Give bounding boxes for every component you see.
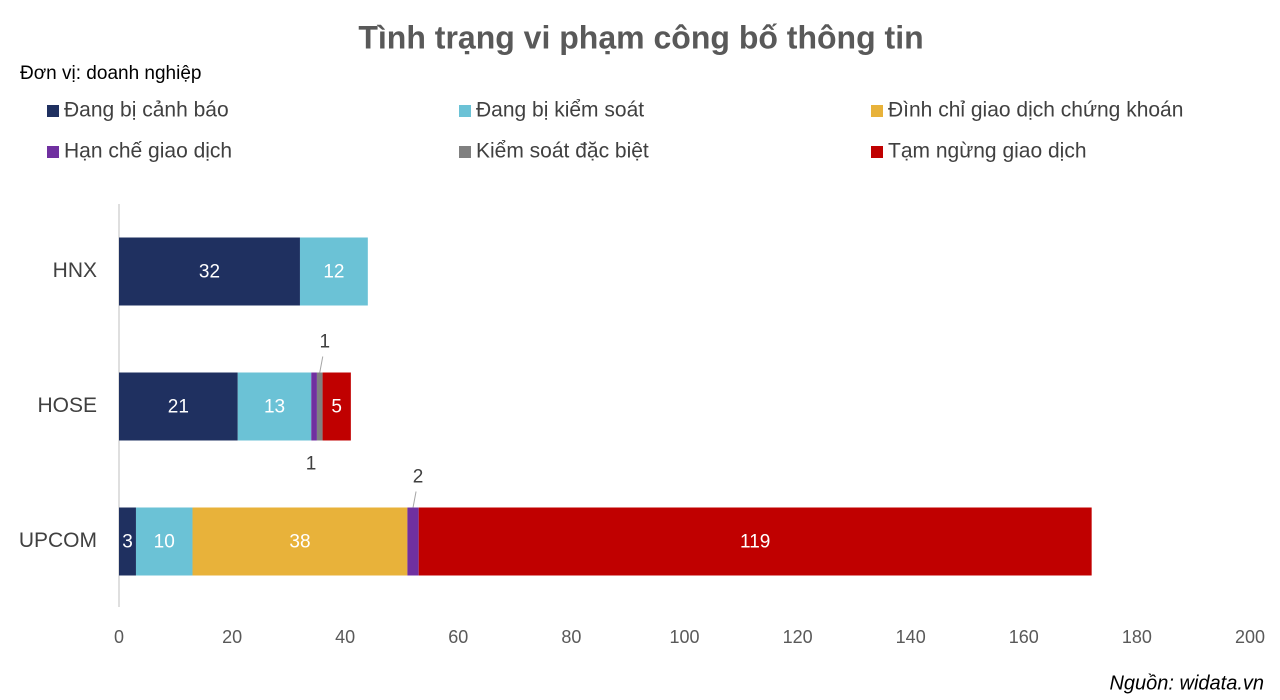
legend-swatch: [47, 105, 59, 117]
legend-label: Kiểm soát đặc biệt: [476, 140, 649, 163]
legend-swatch: [871, 105, 883, 117]
data-label: 10: [154, 532, 175, 553]
bar-segment: [119, 507, 136, 576]
bar-segment: [322, 372, 351, 441]
data-label: 38: [289, 532, 310, 553]
data-label: 12: [323, 262, 344, 283]
legend-swatch: [459, 105, 471, 117]
x-tick-label: 80: [561, 627, 581, 647]
legend-label: Đình chỉ giao dịch chứng khoán: [888, 99, 1183, 122]
legend-label: Đang bị cảnh báo: [64, 99, 229, 122]
bar-segment: [407, 507, 419, 576]
data-label: 5: [331, 397, 342, 418]
bar-segment: [311, 372, 317, 441]
source: Nguồn: widata.vn: [1109, 672, 1264, 694]
x-tick-label: 40: [335, 627, 355, 647]
bar-segment: [192, 507, 408, 576]
chart-title: Tình trạng vi phạm công bố thông tin: [358, 19, 923, 55]
x-tick-label: 60: [448, 627, 468, 647]
y-tick-label: UPCOM: [19, 529, 97, 552]
leader-line: [412, 491, 417, 508]
legend-label: Hạn chế giao dịch: [64, 140, 232, 163]
legend-swatch: [871, 146, 883, 158]
data-label: 21: [168, 397, 189, 418]
y-tick-label: HNX: [53, 259, 97, 282]
x-tick-label: 120: [783, 627, 813, 647]
leader-line: [319, 356, 324, 373]
legend-swatch: [459, 146, 471, 158]
x-tick-label: 180: [1122, 627, 1152, 647]
legend-label: Đang bị kiểm soát: [476, 99, 644, 122]
bar-segment: [119, 237, 300, 306]
bar-segment: [237, 372, 312, 441]
legend-swatch: [47, 146, 59, 158]
bar-segment: [135, 507, 193, 576]
legend-label: Tạm ngừng giao dịch: [888, 140, 1087, 163]
data-label: 119: [740, 532, 770, 553]
y-tick-label: HOSE: [37, 394, 97, 417]
data-label: 1: [319, 332, 330, 353]
bar-segment: [299, 237, 368, 306]
data-label: 3: [122, 532, 133, 553]
chart-subtitle: Đơn vị: doanh nghiệp: [20, 63, 201, 84]
bar-segment: [418, 507, 1092, 576]
bar-segment: [119, 372, 238, 441]
x-tick-label: 100: [669, 627, 699, 647]
x-tick-label: 0: [114, 627, 124, 647]
x-tick-label: 20: [222, 627, 242, 647]
data-label: 32: [199, 262, 220, 283]
data-label: 2: [413, 467, 424, 488]
x-tick-label: 140: [896, 627, 926, 647]
x-tick-label: 160: [1009, 627, 1039, 647]
data-label: 1: [306, 454, 317, 475]
bar-segment: [316, 372, 323, 441]
x-tick-label: 200: [1235, 627, 1265, 647]
data-label: 13: [264, 397, 285, 418]
